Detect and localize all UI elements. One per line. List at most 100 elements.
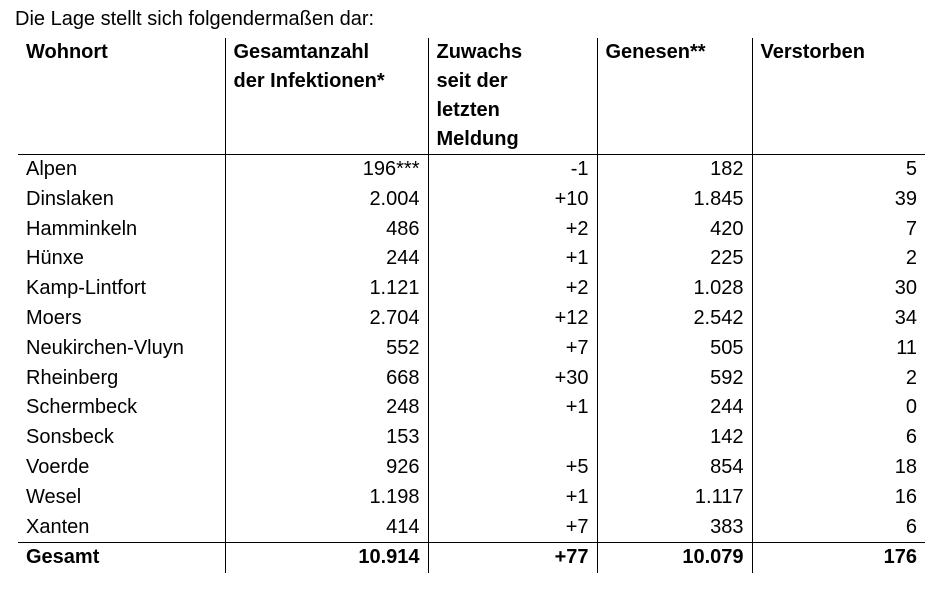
table-cell: +1: [427, 393, 597, 424]
table-cell: Hamminkeln: [26, 217, 138, 240]
header-cell: Verstorben: [751, 38, 925, 155]
table-row: Moers 2.704 +12 2.542 34: [18, 303, 925, 334]
table-cell: 0: [751, 393, 925, 424]
table-cell: 244: [224, 244, 428, 275]
table-cell: 383: [596, 512, 752, 543]
table-cell: 196***: [224, 154, 428, 185]
table-cell: 39: [751, 184, 925, 215]
table-cell: Alpen: [26, 158, 78, 180]
total-cell: +77: [427, 542, 597, 574]
table-cell: Voerde: [26, 455, 90, 478]
total-cell: Gesamt: [18, 542, 225, 574]
table-cell: +30: [427, 363, 597, 394]
table-row: Voerde 926 +5 854 18: [18, 452, 925, 483]
table-cell: Wesel: [26, 485, 82, 508]
table-cell: 486: [224, 214, 428, 245]
header-cell: Wohnort: [18, 38, 225, 155]
table-cell: 225: [596, 244, 752, 275]
table-row: Sonsbeck 153 142 6: [18, 423, 925, 453]
table-cell: 248: [224, 393, 428, 424]
table-cell: 6: [751, 512, 925, 543]
table-row: Xanten 414 +7 383 6: [18, 512, 925, 543]
table-cell: Schermbeck: [26, 396, 138, 419]
table-cell: 11: [751, 333, 925, 364]
header-line: Genesen**: [605, 41, 706, 63]
intro-text: Die Lage stellt sich folgendermaßen dar:: [15, 8, 375, 30]
table-cell: +7: [427, 333, 597, 364]
header-line: letzten: [436, 99, 500, 121]
table-cell: +5: [427, 452, 597, 483]
table-cell: 182: [596, 154, 752, 185]
table-cell: 2.542: [596, 303, 752, 334]
table-cell: 854: [596, 452, 752, 483]
header-cell: Zuwachs seit der letzten Meldung: [427, 38, 597, 155]
header-cell: Gesamtanzahl der Infektionen*: [224, 38, 428, 155]
table-cell: 1.117: [596, 482, 752, 513]
table-cell: -1: [427, 154, 597, 185]
table-cell: 244: [596, 393, 752, 424]
table-cell: 16: [751, 482, 925, 513]
table-cell: Hünxe: [26, 247, 84, 270]
header-line: Zuwachs: [436, 41, 523, 63]
table-cell: 420: [596, 214, 752, 245]
table-cell: 668: [224, 363, 428, 394]
header-line: Meldung: [436, 128, 519, 150]
table-row: Dinslaken 2.004 +10 1.845 39: [18, 184, 925, 215]
table-row: Hamminkeln 486 +2 420 7: [18, 214, 925, 245]
table-row: Kamp-Lintfort 1.121 +2 1.028 30: [18, 274, 925, 304]
table-cell: [427, 423, 597, 453]
table-cell: 5: [751, 154, 925, 185]
table-cell: 1.121: [224, 274, 428, 304]
table-cell: +10: [427, 184, 597, 215]
table-cell: +1: [427, 244, 597, 275]
header-line: seit der: [436, 70, 508, 92]
table-row: Alpen 196*** -1 182 5: [18, 154, 925, 185]
table-cell: Sonsbeck: [26, 426, 114, 449]
table-row: Rheinberg 668 +30 592 2: [18, 363, 925, 394]
table-cell: 592: [596, 363, 752, 394]
header-row: Wohnort Gesamtanzahl der Infektionen* Zuwac…: [18, 38, 925, 155]
table-cell: 6: [751, 423, 925, 453]
table-cell: 1.198: [224, 482, 428, 513]
table-cell: 2.704: [224, 303, 428, 334]
table: Wohnort Gesamtanzahl der Infektionen* Zuwac…: [18, 38, 925, 574]
table-cell: 18: [751, 452, 925, 483]
table-row: Hünxe 244 +1 225 2: [18, 244, 925, 275]
table-cell: Moers: [26, 306, 82, 329]
table-cell: Neukirchen-Vluyn: [26, 336, 184, 359]
total-cell: 10.914: [224, 542, 428, 574]
table-cell: 414: [224, 512, 428, 543]
table-cell: 2: [751, 363, 925, 394]
table-cell: 34: [751, 303, 925, 334]
header-line: der Infektionen*: [233, 70, 385, 92]
table-row: Wesel 1.198 +1 1.117 16: [18, 482, 925, 513]
header-line: Wohnort: [26, 41, 108, 63]
table-cell: +2: [427, 274, 597, 304]
table-cell: 7: [751, 214, 925, 245]
table-cell: Xanten: [26, 515, 90, 538]
table-cell: +1: [427, 482, 597, 513]
table-cell: 2: [751, 244, 925, 275]
table-cell: 505: [596, 333, 752, 364]
table-cell: Kamp-Lintfort: [26, 277, 147, 300]
table-cell: 142: [596, 423, 752, 453]
table-cell: 1.028: [596, 274, 752, 304]
table-cell: +12: [427, 303, 597, 334]
table-cell: 153: [224, 423, 428, 453]
header-line: Gesamtanzahl: [233, 41, 370, 63]
table-cell: 1.845: [596, 184, 752, 215]
table-cell: 30: [751, 274, 925, 304]
table-row: Neukirchen-Vluyn 552 +7 505 11: [18, 333, 925, 364]
table-row: Schermbeck 248 +1 244 0: [18, 393, 925, 424]
table-cell: 926: [224, 452, 428, 483]
table-cell: 552: [224, 333, 428, 364]
header-line: Verstorben: [760, 41, 865, 63]
total-row: Gesamt 10.914 +77 10.079 176: [18, 542, 925, 574]
table-cell: Dinslaken: [26, 187, 114, 210]
table-body: Alpen 196*** -1 182 5 Dinslaken 2.004 +10 1.845 3…: [18, 154, 925, 574]
table-cell: +7: [427, 512, 597, 543]
header-cell: Genesen**: [596, 38, 752, 155]
table-cell: 2.004: [224, 184, 428, 215]
table-cell: +2: [427, 214, 597, 245]
